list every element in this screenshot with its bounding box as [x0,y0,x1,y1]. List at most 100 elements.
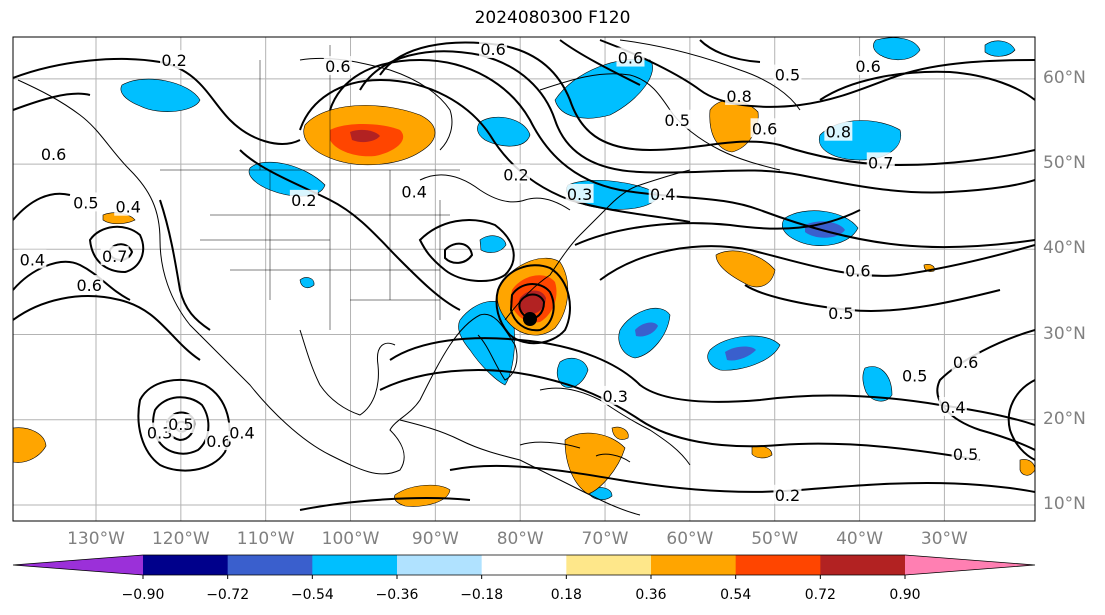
contour-label-background [663,109,692,129]
contour-label: 0.6 [855,57,880,76]
contour-label: 0.8 [826,123,851,142]
colorbar-tick-label: −0.54 [290,587,334,603]
positive-anomaly-blob [611,426,629,440]
colorbar-segment [481,555,567,575]
colorbar-segment [143,555,229,575]
map-title: 2024080300 F120 [474,8,631,28]
contour-label: 0.7 [102,247,127,266]
longitude-label: 60°W [666,529,714,549]
contour-label: 0.6 [618,49,643,68]
contour-label: 0.6 [325,57,350,76]
contour-label: 0.4 [116,198,141,217]
colorbar-tick-label: 0.36 [635,587,667,603]
latitude-label: 50°N [1043,153,1086,174]
contour-label-background [951,351,980,371]
longitude-label: 30°W [920,529,968,549]
longitude-label: 40°W [836,529,884,549]
contour-lines [13,39,1035,511]
contour-label-background [824,121,853,141]
longitude-label: 110°W [236,529,295,549]
contour-label-background [900,365,929,385]
contour-label: 0.7 [868,153,893,172]
contour-label-background [323,56,352,76]
contour-label-background [601,385,630,405]
contour-label-background [501,164,530,184]
contour-label-background [39,143,68,163]
contour-label: 0.4 [940,398,965,417]
colorbar-tick-label: 0.90 [889,587,921,603]
contour-label: 0.5 [902,366,927,385]
contour-label: 0.4 [229,424,254,443]
contour-label-background [938,396,967,416]
latitude-label: 60°N [1043,67,1086,88]
negative-anomaly-blob [725,346,756,361]
contour-label-background [826,303,855,323]
colorbar-tick-label: 0.72 [804,587,836,603]
contour-label: 0.5 [828,304,853,323]
colorbar-segment [13,555,143,575]
latitude-label: 20°N [1043,408,1086,429]
negative-anomaly-blob [477,116,531,147]
colorbar-segment [735,555,821,575]
colorbar-segment [227,555,313,575]
contour-label: 0.6 [480,40,505,59]
longitude-label: 90°W [411,529,459,549]
contour-label: 0.6 [206,432,231,451]
colorbar-segment [397,555,483,575]
contour-label-background [145,422,174,442]
colorbar-tick-label: 0.18 [550,587,582,603]
negative-anomaly-blob [120,78,201,112]
contour-label: 0.3 [147,424,172,443]
positive-anomaly-blob [394,484,451,507]
latitude-label: 40°N [1043,238,1086,259]
negative-anomaly-blob [589,487,613,500]
contour-label: 0.4 [401,182,426,201]
colorbar-tick-label: −0.90 [121,587,165,603]
contour-label: 0.5 [168,415,193,434]
contour-label-background [71,192,100,212]
latitude-label: 30°N [1043,323,1086,344]
contour-label-background [854,56,883,76]
contour-label: 0.2 [503,165,528,184]
contour-label: 0.4 [650,185,675,204]
contour-label-background [479,39,508,59]
contour-label: 0.3 [567,185,592,204]
positive-anomaly-blob [564,432,626,495]
contour-label: 0.2 [775,486,800,505]
contour-label: 0.5 [73,193,98,212]
contour-label-background [18,249,47,269]
colorbar-tick-label: −0.72 [206,587,250,603]
contour-label-layer: 0.2 0.60.6 0.60.5 0.60.80.5 0.6 0.80.70.60.5 0… [18,39,980,505]
contour-label: 0.6 [953,353,978,372]
longitude-label: 120°W [151,529,210,549]
colorbar-segment [651,555,737,575]
colorbar-segment [820,555,906,575]
contour-label: 0.6 [752,119,777,138]
contour-label: 0.3 [602,387,627,406]
negative-anomaly-blob [984,40,1016,57]
negative-anomaly-blob [479,235,507,253]
contour-label-background [289,189,318,209]
contour-label: 0.6 [845,262,870,281]
contour-label-background [565,183,594,203]
colorbar-tick-label: 0.54 [720,587,752,603]
longitude-label: 80°W [496,529,544,549]
contour-label: 0.2 [291,191,316,210]
contour-label: 0.5 [664,111,689,130]
contour-label-background [773,64,802,84]
colorbar-tick-label: −0.18 [460,587,504,603]
longitude-label: 50°W [751,529,799,549]
contour-label: 0.4 [20,251,45,270]
contour-label: 0.2 [161,51,186,70]
positive-anomaly-blob [350,129,380,143]
contour-label-background [114,196,143,216]
negative-anomaly-blob [556,357,589,389]
contour-label-background [616,47,645,67]
state-borders [160,45,460,330]
storm-center-marker [523,312,537,326]
contour-label-background [205,431,234,451]
contour-label-background [773,484,802,504]
contour-label: 0.6 [76,276,101,295]
contour-label-background [951,443,980,463]
